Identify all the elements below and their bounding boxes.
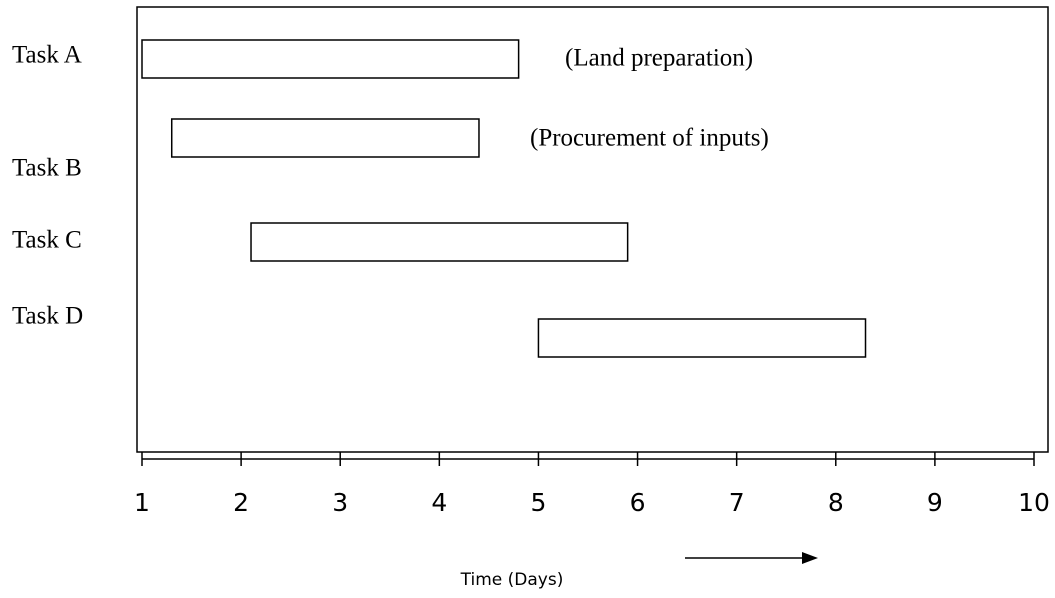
task-label: Task D [12,303,83,330]
x-tick-label: 2 [233,488,249,517]
x-tick-label: 8 [828,488,844,517]
task-bar [250,222,629,262]
task-bar [141,39,520,79]
time-arrow-head [802,552,818,564]
task-label: Task A [12,42,82,69]
x-tick-label: 5 [530,488,546,517]
task-label: Task B [12,155,82,182]
x-tick-label: 7 [729,488,745,517]
x-tick-label: 3 [332,488,348,517]
x-tick-label: 9 [927,488,943,517]
annotation: (Land preparation) [565,45,753,72]
x-tick-label: 4 [431,488,447,517]
x-axis-title: Time (Days) [460,570,564,590]
task-bar [537,318,867,358]
x-tick-label: 10 [1018,488,1050,517]
x-tick-label: 1 [134,488,150,517]
x-tick-label: 6 [630,488,646,517]
task-bar [170,118,480,158]
task-label: Task C [12,227,82,254]
plot-frame [136,6,1049,453]
annotation: (Procurement of inputs) [530,125,769,152]
